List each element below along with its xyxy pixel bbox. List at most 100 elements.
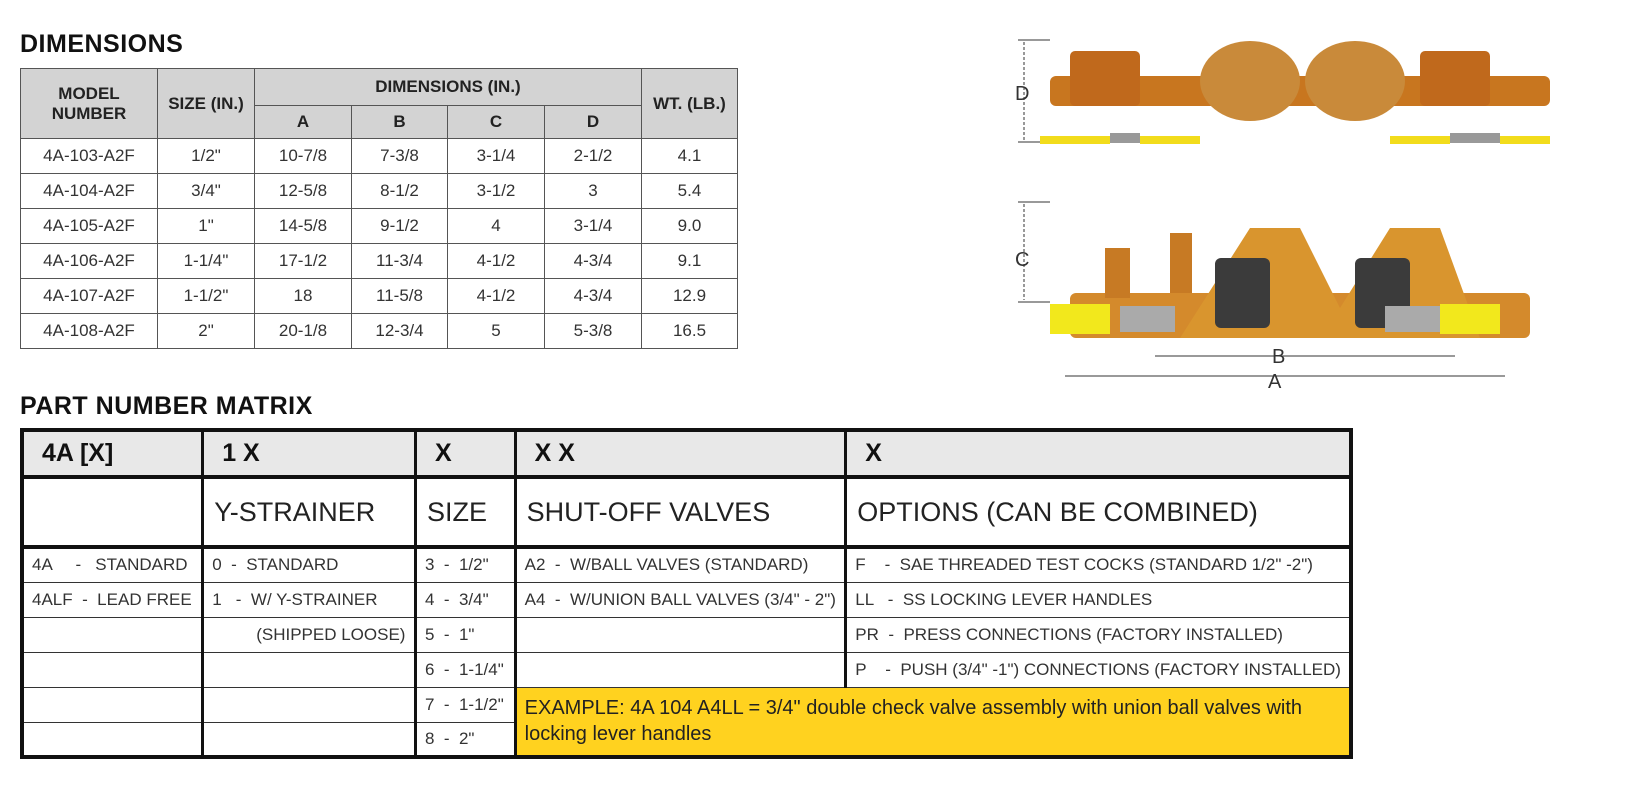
- table-row: (SHIPPED LOOSE) 5 - 1" PR - PRESS CONNECTI…: [21, 616, 1352, 653]
- table-cell: [21, 651, 204, 688]
- table-cell: 4ALF - LEAD FREE: [21, 581, 204, 618]
- valve-top-view-illustration: D: [1015, 39, 1550, 144]
- table-cell: 10-7/8: [254, 138, 352, 174]
- table-cell: 4 - 3/4": [413, 581, 516, 618]
- table-cell: 1/2": [157, 138, 255, 174]
- table-row: 4A - STANDARD 0 - STANDARD 3 - 1/2" A2 - W/…: [21, 546, 1352, 583]
- table-cell: PR - PRESS CONNECTIONS (FACTORY INSTALLE…: [844, 616, 1352, 653]
- dimensions-title: DIMENSIONS: [20, 30, 184, 58]
- label-b: B: [1272, 346, 1285, 368]
- table-cell: 9.0: [641, 208, 738, 244]
- header-dimensions: DIMENSIONS (IN.): [254, 68, 642, 106]
- label-d: D: [1015, 83, 1029, 105]
- matrix-label: OPTIONS (CAN BE COMBINED): [844, 476, 1353, 549]
- header-b: B: [351, 105, 448, 139]
- table-cell: 20-1/8: [254, 313, 352, 349]
- table-cell: 3-1/4: [544, 208, 642, 244]
- header-d: D: [544, 105, 642, 139]
- table-cell: 5.4: [641, 173, 738, 209]
- table-cell: P - PUSH (3/4" -1") CONNECTIONS (FACTORY…: [844, 651, 1352, 688]
- table-cell: 4A-108-A2F: [20, 313, 158, 349]
- table-cell: 2-1/2: [544, 138, 642, 174]
- table-cell: 8-1/2: [351, 173, 448, 209]
- table-cell: [513, 651, 847, 688]
- table-cell: 11-3/4: [351, 243, 448, 279]
- matrix-code: X: [844, 429, 1353, 479]
- table-cell: 14-5/8: [254, 208, 352, 244]
- matrix-label: [20, 476, 205, 549]
- table-row: 4A-105-A2F 1" 14-5/8 9-1/2 4 3-1/4 9.0: [20, 208, 738, 244]
- table-cell: 4A-106-A2F: [20, 243, 158, 279]
- table-row: 7 - 1-1/2" EXAMPLE: 4A 104 A4LL = 3/4" do…: [21, 686, 1352, 758]
- table-cell: 2": [157, 313, 255, 349]
- table-cell: 11-5/8: [351, 278, 448, 314]
- table-cell: 4-1/2: [447, 278, 545, 314]
- table-cell: 4A - STANDARD: [21, 546, 204, 583]
- table-cell: 4A-105-A2F: [20, 208, 158, 244]
- label-a: A: [1268, 371, 1282, 393]
- table-cell: 7-3/8: [351, 138, 448, 174]
- table-cell: 17-1/2: [254, 243, 352, 279]
- matrix-code: 1 X: [201, 429, 417, 479]
- table-cell: 18: [254, 278, 352, 314]
- table-cell: 1-1/4": [157, 243, 255, 279]
- matrix-code: 4A [X]: [20, 429, 205, 479]
- table-row: 4ALF - LEAD FREE 1 - W/ Y-STRAINER 4 - 3/4…: [21, 581, 1352, 618]
- table-cell: 9.1: [641, 243, 738, 279]
- table-cell: 6 - 1-1/4": [413, 651, 516, 688]
- table-cell: 3 - 1/2": [413, 546, 516, 583]
- table-cell: 4-3/4: [544, 243, 642, 279]
- table-cell: [21, 616, 204, 653]
- table-cell: 5-3/8: [544, 313, 642, 349]
- label-c: C: [1015, 249, 1029, 271]
- valve-side-view-illustration: C B A: [1015, 201, 1530, 393]
- table-cell: LL - SS LOCKING LEVER HANDLES: [844, 581, 1352, 618]
- table-cell: 3: [544, 173, 642, 209]
- table-row: 4A-106-A2F 1-1/4" 17-1/2 11-3/4 4-1/2 4-3/4 9.…: [20, 243, 738, 279]
- table-row: 4A-108-A2F 2" 20-1/8 12-3/4 5 5-3/8 16.5: [20, 313, 738, 349]
- table-row: 4A-103-A2F 1/2" 10-7/8 7-3/8 3-1/4 2-1/2 4.1: [20, 138, 738, 174]
- table-row: 4A-104-A2F 3/4" 12-5/8 8-1/2 3-1/2 3 5.4: [20, 173, 738, 209]
- table-cell: 12-3/4: [351, 313, 448, 349]
- table-cell: 4: [447, 208, 545, 244]
- table-cell: 7 - 1-1/2": [413, 686, 516, 723]
- table-cell: 4-1/2: [447, 243, 545, 279]
- table-cell: 1": [157, 208, 255, 244]
- table-cell: 12-5/8: [254, 173, 352, 209]
- dimensions-table: MODEL NUMBER SIZE (IN.) DIMENSIONS (IN.)…: [20, 68, 738, 349]
- table-cell: 4A-107-A2F: [20, 278, 158, 314]
- matrix-label: SHUT-OFF VALVES: [513, 476, 848, 549]
- table-row: 8 - 2": [21, 721, 1351, 758]
- table-cell: 4A-104-A2F: [20, 173, 158, 209]
- matrix-code: X: [413, 429, 517, 479]
- table-cell: 4A-103-A2F: [20, 138, 158, 174]
- table-cell: [513, 616, 847, 653]
- table-cell: [201, 686, 416, 723]
- table-cell: A2 - W/BALL VALVES (STANDARD): [513, 546, 847, 583]
- header-c: C: [447, 105, 545, 139]
- table-row: 6 - 1-1/4" P - PUSH (3/4" -1") CONNECTION…: [21, 651, 1352, 688]
- table-cell: 8 - 2": [413, 721, 516, 758]
- matrix-label-row: Y-STRAINER SIZE SHUT-OFF VALVES OPTIONS (CA…: [20, 476, 1353, 549]
- table-cell: 4-3/4: [544, 278, 642, 314]
- matrix-code: X X: [513, 429, 848, 479]
- table-cell: F - SAE THREADED TEST COCKS (STANDARD 1/…: [844, 546, 1352, 583]
- table-cell: 1-1/2": [157, 278, 255, 314]
- table-cell: [201, 721, 416, 758]
- table-cell: 12.9: [641, 278, 738, 314]
- example-note: EXAMPLE: 4A 104 A4LL = 3/4" double check…: [513, 686, 1352, 758]
- table-cell: 9-1/2: [351, 208, 448, 244]
- matrix-label: SIZE: [413, 476, 517, 549]
- header-weight: WT. (LB.): [641, 68, 738, 139]
- header-a: A: [254, 105, 352, 139]
- table-cell: 1 - W/ Y-STRAINER: [201, 581, 416, 618]
- table-cell: 4.1: [641, 138, 738, 174]
- table-cell: [21, 721, 204, 758]
- table-cell: 0 - STANDARD: [201, 546, 416, 583]
- table-cell: 3/4": [157, 173, 255, 209]
- table-cell: 5 - 1": [413, 616, 516, 653]
- table-cell: [201, 651, 416, 688]
- table-row: 4A-107-A2F 1-1/2" 18 11-5/8 4-1/2 4-3/4 12.9: [20, 278, 738, 314]
